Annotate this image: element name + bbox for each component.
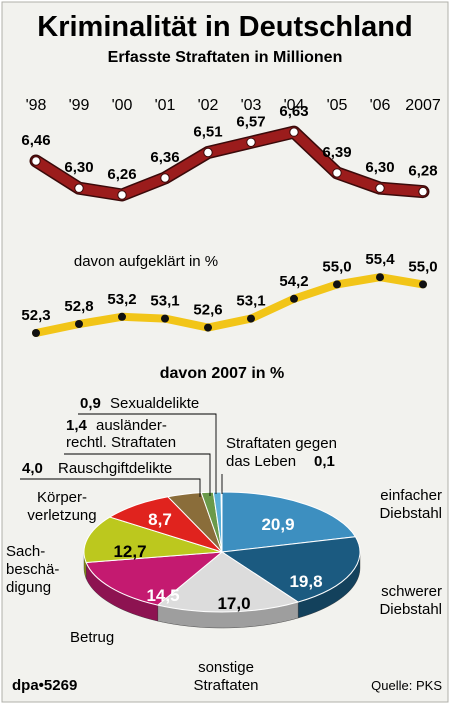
offense-value-label: 6,51 [193,124,222,141]
clearance-value-label: 52,3 [21,307,50,324]
pie-title: davon 2007 in % [160,365,285,382]
leader-line [78,413,217,494]
offense-point [203,147,213,158]
chart-subtitle: Erfasste Straftaten in Millionen [108,49,343,66]
clearance-point [32,329,40,337]
offense-value-label: 6,28 [408,163,437,180]
pie-category-label: schwerer [381,583,442,600]
pie-category-label: beschä- [6,561,59,578]
x-tick-label: '99 [69,97,90,114]
clearance-value-label: 53,1 [150,293,179,310]
pie-slice [83,516,223,564]
offense-point [418,186,428,197]
source-credit: Quelle: PKS [371,678,442,693]
clearance-value-label: 53,1 [236,293,265,310]
clearance-point [290,294,298,303]
pie-category-label: Straftaten gegen [226,435,337,452]
x-tick-label: '02 [198,97,219,114]
offense-point [375,183,385,193]
offense-point [74,183,84,193]
clearance-line [32,273,427,337]
x-tick-label: '06 [370,97,391,114]
pie-value-label: 8,7 [148,510,172,529]
clearance-point [118,312,126,321]
pie-value-label: 20,9 [261,515,294,534]
offense-line [31,127,428,200]
clearance-point [204,323,212,332]
pie-category-label: Sach- [6,543,45,560]
pie-category-label: digung [6,579,51,596]
pie-value-label: 17,0 [217,594,250,613]
x-tick-label: '04 [284,97,305,114]
pie-category-label: Körper- [37,489,87,506]
x-tick-label: '00 [112,97,133,114]
x-tick-label: '01 [155,97,176,114]
x-tick-label: '03 [241,97,262,114]
pie-value-label: 1,4 [66,417,88,434]
pie-category-label: Diebstahl [379,505,442,522]
leader-line [20,478,201,497]
clearance-value-label: 55,4 [365,251,395,268]
pie-value-label: 14,5 [146,586,179,605]
offense-value-label: 6,46 [21,132,50,149]
clearance-point [161,314,169,323]
pie-category-label: sonstige [198,659,254,676]
x-tick-label: '05 [327,97,348,114]
offense-value-label: 6,30 [365,159,394,176]
pie-category-label: Straftaten [193,677,258,694]
x-tick-label: '98 [26,97,47,114]
pie-value-label: 0,1 [314,453,335,470]
offense-point [332,168,342,178]
clearance-value-label: 55,0 [322,258,351,275]
pie-category-label: Sexualdelikte [110,395,199,412]
offense-point [289,127,299,137]
line-chart: '98 '99 '00 '01 '02 '03 '04 '05 '06 2007 6,46 6,30 6… [21,97,441,337]
x-tick-label: 2007 [405,97,441,114]
offense-value-label: 6,63 [279,103,308,120]
clearance-point [376,273,384,282]
pie-slice [221,491,357,553]
pie-category-label: ausländer- [96,417,167,434]
pie-slice [85,551,224,606]
clearance-point [75,320,83,328]
pie-value-label: 4,0 [22,460,43,477]
offense-value-label: 6,57 [236,113,265,130]
chart-title: Kriminalität in Deutschland [37,11,412,43]
pie-category-label: rechtl. Straftaten [66,434,176,451]
offense-point [117,190,127,200]
clearance-series-label: davon aufgeklärt in % [74,253,218,270]
clearance-value-label: 54,2 [279,273,308,290]
clearance-value-label: 52,6 [193,302,222,319]
clearance-value-label: 55,0 [408,258,437,275]
offense-value-label: 6,39 [322,144,351,161]
pie-category-label: verletzung [27,507,96,524]
offense-point [246,137,256,148]
pie-category-label: einfacher [380,487,442,504]
pie-value-label: 12,7 [113,542,146,561]
clearance-value-label: 53,2 [107,291,136,308]
leader-line [64,453,211,496]
clearance-point [247,314,255,323]
pie-slice [156,551,300,613]
clearance-point [333,280,341,289]
offense-point [31,156,41,166]
pie-value-label: 0,9 [80,395,101,412]
offense-point [160,173,170,183]
offense-value-label: 6,30 [64,159,93,176]
pie-chart: 20,919,817,014,512,78,7einfacherDiebstah… [6,395,442,694]
pie-category-label: Rauschgiftdelikte [58,460,172,477]
offense-value-label: 6,26 [107,166,136,183]
pie-category-label: Diebstahl [379,601,442,618]
agency-credit: dpa•5269 [12,677,77,694]
pie-category-label: Betrug [70,629,114,646]
clearance-value-label: 52,8 [64,298,93,315]
pie-value-label: 19,8 [289,572,322,591]
pie-category-label: das Leben [226,453,296,470]
clearance-point [419,280,427,289]
pie-slice [220,536,361,603]
offense-value-label: 6,36 [150,149,179,166]
